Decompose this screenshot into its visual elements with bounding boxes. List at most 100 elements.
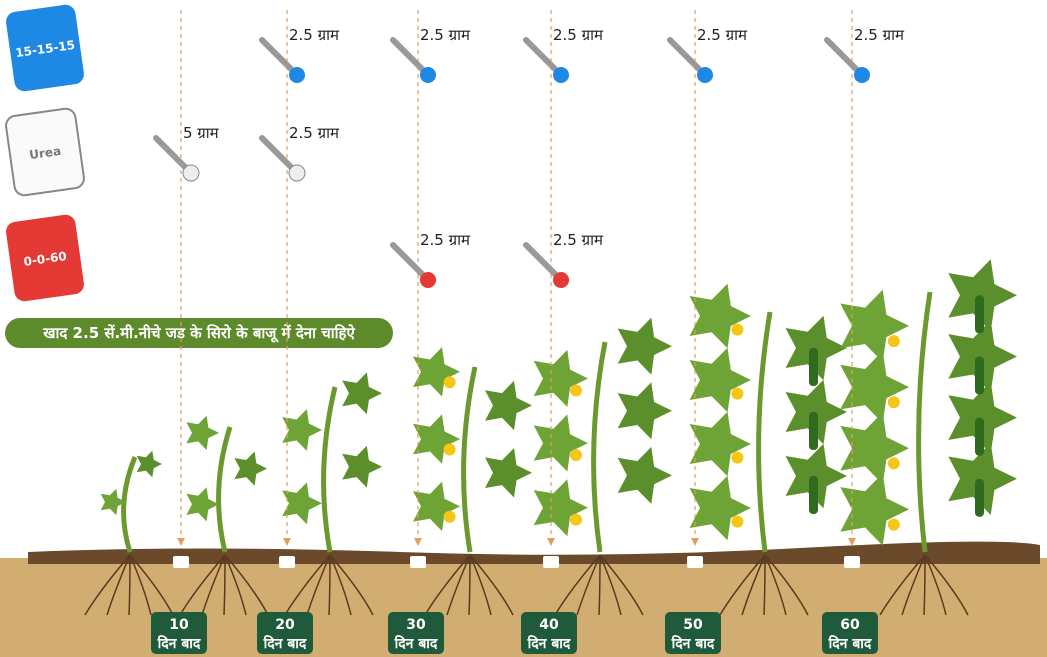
instruction: खाद 2.5 सें.मी.नीचे जड के सिरो के बाजू म… [42,324,355,343]
leaf [413,482,460,531]
bag-npk: 15-15-15 [5,4,85,93]
flower [888,457,900,469]
leaf [413,414,460,463]
leaf [618,318,672,375]
granules [289,67,305,83]
flower [444,443,456,455]
stem [919,292,930,552]
granules [289,165,305,181]
leaf [342,372,382,414]
arrow-head [547,538,555,546]
cucumber [975,356,984,394]
granules [553,272,569,288]
dose: 2.5 ग्राम [553,231,604,249]
leaf [840,412,909,484]
arrow-head [691,538,699,546]
leaf [485,381,532,431]
arrow-head [283,538,291,546]
leaf [137,451,162,478]
leaf [342,446,382,488]
flower [888,519,900,531]
spoon [156,138,186,168]
leaf [690,348,752,413]
stem [759,312,770,552]
day-number: 40 [539,617,559,633]
leaf [234,452,267,486]
flower [570,514,582,526]
arrow-head [848,538,856,546]
stem [219,427,230,552]
dose: 2.5 ग्राम [854,26,905,44]
cucumber [809,412,818,450]
leaf [690,284,752,349]
granules [420,272,436,288]
stem [464,367,475,552]
leaf [840,290,909,362]
leaf [618,447,672,504]
day-number: 10 [169,617,189,633]
leaf [534,479,588,536]
dose: 2.5 ग्राम [289,26,340,44]
dose: 2.5 ग्राम [420,26,471,44]
granules [854,67,870,83]
cucumber [975,479,984,517]
leaf [690,412,752,477]
arrow-head [177,538,185,546]
fertilizer-pocket [173,556,189,568]
fertilizer-pocket [844,556,860,568]
day-unit: दिन बाद [671,635,715,652]
day-number: 60 [840,617,860,633]
flower [888,335,900,347]
day-unit: दिन बाद [394,635,438,652]
cucumber [809,348,818,386]
granules [420,67,436,83]
dose: 2.5 ग्राम [697,26,748,44]
leaf [485,448,532,498]
day-unit: दिन बाद [828,635,872,652]
bag-potash: 0-0-60 [5,214,85,303]
day-number: 50 [683,617,703,633]
leaf [690,476,752,541]
fertilizer-pocket [279,556,295,568]
flower [570,449,582,461]
infographic: 15-15-15 Urea 0-0-60 खाद 2.5 सें.मी.नीचे… [0,0,1047,657]
stem [594,342,605,552]
leaf [534,350,588,407]
flower [731,324,743,336]
flower [444,511,456,523]
dose: 2.5 ग्राम [420,231,471,249]
cucumber [809,476,818,514]
leaf [840,473,909,545]
fertilizer-pocket [543,556,559,568]
granules [183,165,199,181]
bag-urea: Urea [5,108,85,197]
leaf [282,409,322,451]
leaf [413,347,460,396]
cucumber [975,295,984,333]
stem [324,387,335,552]
dose: 2.5 ग्राम [289,124,340,142]
flower [731,452,743,464]
leaf [840,351,909,423]
flower [731,516,743,528]
stem [124,457,135,552]
dose: 5 ग्राम [183,124,220,142]
day-unit: दिन बाद [263,635,307,652]
dose: 2.5 ग्राम [553,26,604,44]
granules [553,67,569,83]
flower [888,396,900,408]
fertilizer-pocket [410,556,426,568]
fertilizer-pocket [687,556,703,568]
leaf [186,487,219,521]
flower [731,388,743,400]
arrow-head [414,538,422,546]
day-number: 20 [275,617,295,633]
flower [570,384,582,396]
leaf [282,482,322,524]
cucumber [975,418,984,456]
spoon [262,138,292,168]
day-number: 30 [406,617,426,633]
day-unit: दिन बाद [527,635,571,652]
leaf [534,415,588,472]
day-unit: दिन बाद [157,635,201,652]
